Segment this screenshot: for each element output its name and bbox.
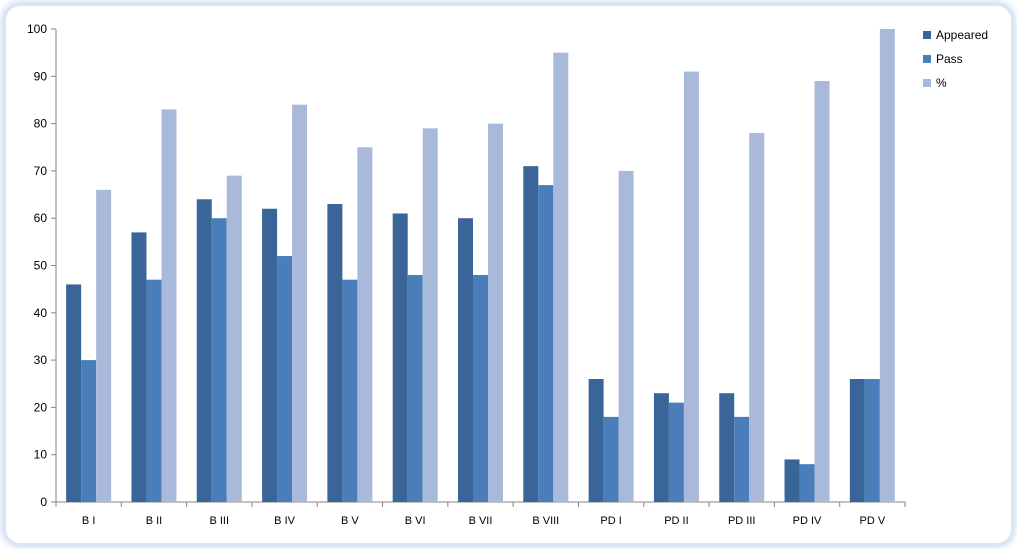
legend-swatch — [923, 55, 931, 63]
bar-percent-b-ii — [161, 109, 177, 502]
y-tick-label: 0 — [40, 495, 47, 509]
bar-pass-pd-v — [864, 379, 880, 502]
bar-pass-b-ii — [146, 279, 162, 502]
bar-percent-b-vii — [488, 123, 503, 502]
x-category-label: PD III — [728, 515, 756, 527]
legend-swatch — [923, 79, 931, 87]
chart-bars — [66, 29, 895, 503]
chart-legend: Appeared Pass% — [923, 28, 988, 90]
y-tick-label: 100 — [27, 22, 47, 36]
legend-label: % — [936, 76, 947, 90]
bar-pass-b-vii — [473, 274, 488, 502]
bar-pass-b-iii — [211, 218, 227, 502]
bar-percent-pd-ii — [683, 71, 699, 502]
bar-percent-b-iii — [226, 175, 242, 502]
y-tick-label: 10 — [34, 448, 48, 462]
y-tick-label: 40 — [34, 306, 48, 320]
x-category-label: B V — [341, 515, 359, 527]
bar-appeared-pd-iii — [719, 393, 735, 502]
x-category-label: PD II — [664, 515, 688, 527]
bar-pass-b-i — [81, 360, 97, 502]
y-tick-label: 50 — [34, 259, 48, 273]
bar-appeared-b-vi — [392, 213, 408, 502]
bar-pass-b-viii — [538, 185, 554, 502]
bar-pass-b-iv — [277, 256, 293, 502]
x-category-label: PD IV — [793, 515, 822, 527]
bar-appeared-pd-v — [849, 379, 865, 502]
x-category-label: B VII — [469, 515, 493, 527]
bar-percent-pd-i — [618, 170, 634, 502]
bar-appeared-b-i — [66, 284, 82, 502]
bar-percent-b-v — [357, 147, 373, 502]
y-tick-label: 90 — [34, 69, 48, 83]
bar-appeared-b-viii — [523, 166, 539, 503]
y-tick-label: 30 — [34, 353, 48, 367]
bar-appeared-pd-iv — [784, 459, 800, 502]
bar-appeared-b-v — [327, 204, 343, 502]
bar-pass-pd-iii — [734, 416, 750, 502]
x-category-label: B II — [146, 515, 163, 527]
x-category-label: B III — [209, 515, 229, 527]
bar-percent-pd-iii — [749, 133, 765, 502]
x-category-label: PD V — [860, 515, 886, 527]
bar-appeared-b-iv — [262, 208, 278, 503]
bar-pass-pd-i — [603, 416, 619, 502]
legend-label: Pass — [936, 52, 963, 66]
bar-percent-b-viii — [553, 52, 569, 503]
x-category-label: PD I — [600, 515, 621, 527]
x-axis-category-labels: B I B II B III B IV B V B VI B VII B VIII PD I PD… — [82, 515, 886, 527]
bar-pass-b-vi — [407, 274, 423, 502]
bar-appeared-b-vii — [458, 218, 473, 502]
bar-pass-pd-iv — [799, 464, 815, 502]
x-category-label: B VIII — [532, 515, 559, 527]
y-tick-label: 20 — [34, 400, 48, 414]
bar-pass-pd-ii — [668, 402, 684, 502]
y-axis-tick-labels: 0 10 20 30 40 50 60 70 80 90 100 — [27, 22, 47, 509]
bar-percent-pd-iv — [814, 81, 830, 502]
bar-percent-b-iv — [292, 104, 308, 503]
bar-appeared-pd-i — [588, 379, 604, 502]
bar-appeared-pd-ii — [653, 393, 669, 502]
y-tick-label: 80 — [34, 117, 48, 131]
y-tick-label: 60 — [34, 211, 48, 225]
bar-percent-b-vi — [422, 128, 438, 502]
bar-appeared-b-ii — [131, 232, 147, 502]
bar-appeared-b-iii — [196, 199, 212, 502]
x-category-label: B I — [82, 515, 95, 527]
legend-label: Appeared — [936, 28, 988, 42]
legend-swatch — [923, 31, 931, 39]
x-category-label: B IV — [274, 515, 295, 527]
bar-percent-b-i — [96, 189, 112, 502]
y-tick-label: 70 — [34, 164, 48, 178]
x-category-label: B VI — [405, 515, 426, 527]
bar-pass-b-v — [342, 279, 358, 502]
bar-percent-pd-v — [879, 29, 895, 502]
